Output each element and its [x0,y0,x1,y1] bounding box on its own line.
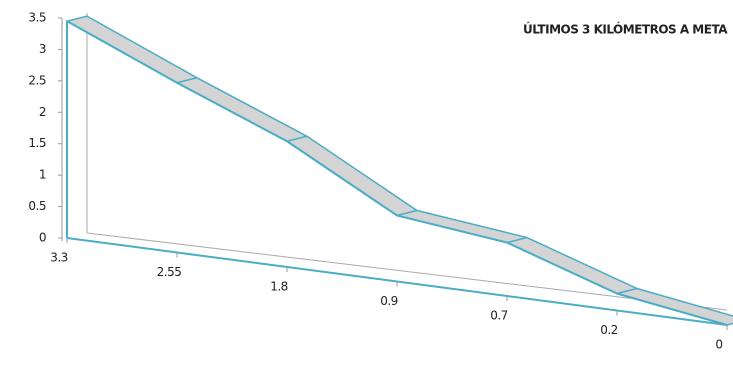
x-tick-label: 0 [715,338,722,352]
ribbon-joint [176,77,198,84]
line [66,20,728,326]
ribbon-joint [286,135,308,143]
y-tick-label: 1 [39,168,46,182]
x-tick-label: 1.8 [270,280,288,294]
chart-title: ÚLTIMOS 3 KILÓMETROS A META [523,22,728,37]
ribbon-joint [396,209,418,217]
ribbon-joint [506,236,528,244]
x-tick-label: 0.7 [490,309,508,323]
y-tick-label: 3.5 [28,11,46,25]
x-tick-label: 0.9 [380,294,398,308]
ribbon-joint [616,287,638,295]
floor-back [86,232,728,311]
y-tick-label: 2 [39,105,46,119]
y-tick-label: 3 [39,42,46,56]
x-tick-label: 0.2 [600,323,618,337]
x-tick-label: 2.55 [157,265,182,279]
y-tick-label: 0 [39,231,46,245]
y-tick-label: 0.5 [28,199,46,213]
y-tick-label: 2.5 [28,73,46,87]
y-tick-label: 1.5 [28,136,46,150]
x-tick-label: 3.3 [50,251,68,265]
